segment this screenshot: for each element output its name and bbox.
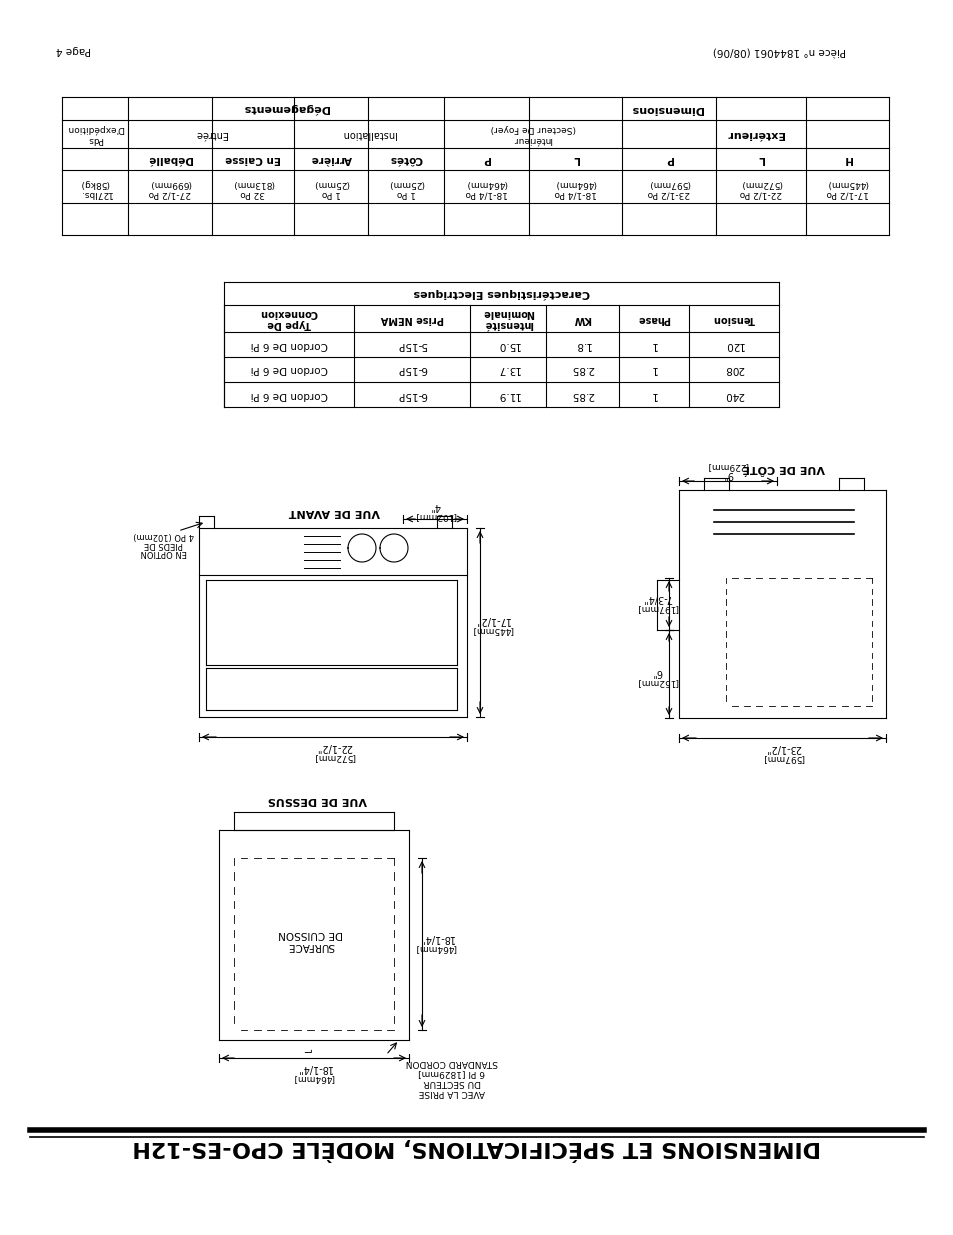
- Text: Pièce n° 1844061 (08/06): Pièce n° 1844061 (08/06): [712, 44, 844, 56]
- Text: 6-15P: 6-15P: [396, 364, 427, 374]
- Text: H: H: [842, 154, 851, 164]
- Text: Caractéristiques Electriques: Caractéristiques Electriques: [413, 288, 589, 299]
- Text: 17-1/2": 17-1/2": [474, 615, 510, 625]
- Text: VUE DE CÔTÉ: VUE DE CÔTÉ: [741, 463, 824, 473]
- Text: 22-1/2 Po
(572mm): 22-1/2 Po (572mm): [740, 179, 781, 198]
- Text: 18-1/4": 18-1/4": [417, 932, 454, 944]
- Text: 23-1/2": 23-1/2": [764, 743, 801, 753]
- Text: 2.85: 2.85: [570, 389, 594, 399]
- Text: VUE DE AVANT: VUE DE AVANT: [288, 508, 379, 517]
- Text: [597mm]: [597mm]: [761, 753, 803, 762]
- Text: Entrée: Entrée: [194, 128, 227, 140]
- Text: 5-15P: 5-15P: [396, 340, 427, 350]
- Text: [152mm]: [152mm]: [636, 678, 677, 687]
- Text: SURFACE
DE CUISSON: SURFACE DE CUISSON: [278, 929, 343, 951]
- Text: 11.9: 11.9: [496, 389, 519, 399]
- Text: 6": 6": [651, 667, 661, 677]
- Text: Page 4: Page 4: [56, 44, 91, 56]
- Text: Phase: Phase: [637, 314, 670, 324]
- Text: 23-1/2 Po
(597mm): 23-1/2 Po (597mm): [647, 179, 689, 198]
- Text: KW: KW: [573, 314, 591, 324]
- Text: [445mm]: [445mm]: [471, 625, 512, 635]
- Text: [572mm]: [572mm]: [313, 752, 355, 762]
- Text: [197mm]: [197mm]: [636, 604, 678, 613]
- Text: 13.7: 13.7: [496, 364, 519, 374]
- Text: Cordon De 6 Pi: Cordon De 6 Pi: [250, 389, 327, 399]
- Text: 17-1/2 Po
(445mm): 17-1/2 Po (445mm): [825, 179, 868, 198]
- Text: 15.0: 15.0: [496, 340, 519, 350]
- Text: Extérieur: Extérieur: [726, 128, 783, 140]
- Text: Tension: Tension: [712, 314, 754, 324]
- Text: 32 Po
(813mm): 32 Po (813mm): [232, 179, 274, 198]
- Text: Installation: Installation: [341, 128, 395, 140]
- Text: 18-1/4": 18-1/4": [295, 1063, 332, 1073]
- Text: Dégagements: Dégagements: [243, 104, 329, 114]
- Text: [102mm]: [102mm]: [414, 511, 456, 520]
- Text: 9": 9": [722, 469, 733, 479]
- Text: 240: 240: [723, 389, 743, 399]
- Text: [464mm]: [464mm]: [293, 1073, 335, 1083]
- Text: 1 Po
(25mm): 1 Po (25mm): [388, 179, 423, 198]
- Text: 27-1/2 Po
(699mm): 27-1/2 Po (699mm): [149, 179, 191, 198]
- Text: 22-1/2": 22-1/2": [315, 742, 352, 752]
- Text: Côtés: Côtés: [389, 154, 422, 164]
- Text: L: L: [757, 154, 763, 164]
- Text: P: P: [664, 154, 672, 164]
- Text: DU SECTEUR: DU SECTEUR: [423, 1078, 480, 1088]
- Text: En Caisse: En Caisse: [225, 154, 280, 164]
- Text: 4": 4": [429, 501, 440, 511]
- Text: 1: 1: [650, 364, 657, 374]
- Text: 7-3/4": 7-3/4": [641, 593, 671, 603]
- Text: 208: 208: [723, 364, 743, 374]
- Text: 1 Po
(25mm): 1 Po (25mm): [313, 179, 349, 198]
- Text: Prise NEMA: Prise NEMA: [380, 314, 443, 324]
- Text: P: P: [482, 154, 490, 164]
- Text: DIMENSIONS ET SPÉCIFICATIONS, MODÈLE CPO-ES-12H: DIMENSIONS ET SPÉCIFICATIONS, MODÈLE CPO…: [132, 1136, 821, 1160]
- Text: 120: 120: [723, 340, 743, 350]
- Text: AVEC LA PRISE: AVEC LA PRISE: [418, 1088, 485, 1098]
- Text: Déballé: Déballé: [148, 154, 193, 164]
- Text: 4 PO (102mm): 4 PO (102mm): [133, 531, 194, 540]
- Text: Intérieur
(Secteur De Foyer): Intérieur (Secteur De Foyer): [490, 125, 575, 143]
- Text: 1: 1: [650, 340, 657, 350]
- Text: 2.85: 2.85: [570, 364, 594, 374]
- Text: Pds
D'expédition: Pds D'expédition: [66, 124, 124, 144]
- Text: [464mm]: [464mm]: [415, 944, 456, 952]
- Text: EN OPTION: EN OPTION: [141, 548, 187, 557]
- Text: 127lbs.
(58kg): 127lbs. (58kg): [78, 179, 112, 198]
- Text: 1.8: 1.8: [574, 340, 590, 350]
- Text: Type De
Connexion: Type De Connexion: [260, 308, 317, 330]
- Text: L: L: [572, 154, 578, 164]
- Text: Cordon De 6 Pi: Cordon De 6 Pi: [250, 364, 327, 374]
- Text: 1: 1: [650, 389, 657, 399]
- Text: 18-1/4 Po
(464mm): 18-1/4 Po (464mm): [465, 179, 507, 198]
- Text: 6-15P: 6-15P: [396, 389, 427, 399]
- Text: Arrière: Arrière: [310, 154, 352, 164]
- Text: PIEDS DE: PIEDS DE: [144, 540, 183, 548]
- Text: 6 PI [1829mm]: 6 PI [1829mm]: [418, 1068, 485, 1077]
- Text: [229mm]: [229mm]: [706, 462, 748, 471]
- Text: 18-1/4 Po
(464mm): 18-1/4 Po (464mm): [554, 179, 597, 198]
- Text: Cordon De 6 Pi: Cordon De 6 Pi: [250, 340, 327, 350]
- Text: ⌐: ⌐: [301, 1044, 311, 1053]
- Text: VUE DE DESSUS: VUE DE DESSUS: [267, 795, 366, 805]
- Text: STANDARD CORDON: STANDARD CORDON: [405, 1058, 497, 1067]
- Text: Intensité
Nominale: Intensité Nominale: [481, 308, 534, 330]
- Text: Dimensions: Dimensions: [630, 104, 702, 114]
